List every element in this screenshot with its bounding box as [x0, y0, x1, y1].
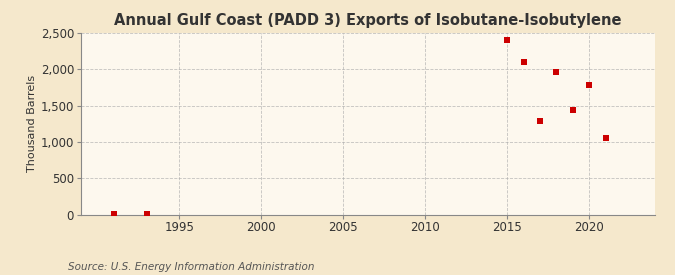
- Point: [535, 119, 545, 123]
- Text: Source: U.S. Energy Information Administration: Source: U.S. Energy Information Administ…: [68, 262, 314, 272]
- Title: Annual Gulf Coast (PADD 3) Exports of Isobutane-Isobutylene: Annual Gulf Coast (PADD 3) Exports of Is…: [114, 13, 622, 28]
- Point: [518, 60, 529, 64]
- Y-axis label: Thousand Barrels: Thousand Barrels: [26, 75, 36, 172]
- Point: [584, 82, 595, 87]
- Point: [109, 212, 119, 216]
- Point: [600, 135, 611, 140]
- Point: [568, 108, 578, 112]
- Point: [551, 70, 562, 75]
- Point: [141, 212, 152, 216]
- Point: [502, 37, 512, 42]
